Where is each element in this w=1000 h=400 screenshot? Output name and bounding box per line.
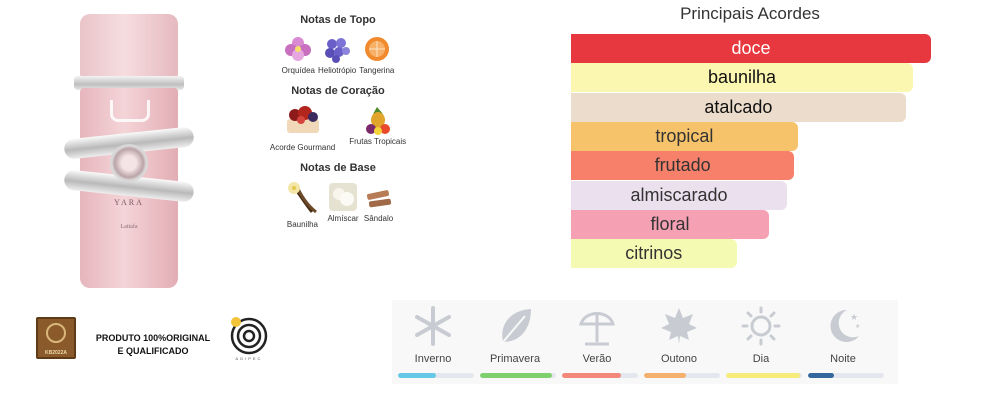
tropical-fruits-icon — [365, 107, 390, 135]
orchid-icon — [285, 37, 312, 61]
seal-code: KB2022A — [45, 350, 67, 356]
season-label: Inverno — [414, 353, 452, 365]
note-item[interactable]: Sândalo — [364, 178, 394, 229]
heliotrope-icon — [325, 38, 351, 63]
accords-title: Principais Acordes — [680, 4, 820, 23]
musk-icon — [329, 183, 357, 211]
accord-bar-tropical: tropical — [571, 121, 798, 151]
vanilla-icon — [288, 182, 318, 214]
season-level-bar — [808, 373, 834, 378]
notes-pyramid: Notas de Topo Orquídea Heliotrópio — [258, 10, 418, 235]
season-level-bar — [562, 373, 622, 378]
season-item-primavera: Primavera — [474, 300, 556, 384]
note-label: Acorde Gourmand — [269, 143, 336, 152]
accord-bar-almiscarado: almiscarado — [571, 180, 787, 210]
note-label: Tangerina — [359, 66, 395, 75]
note-item[interactable]: Tangerina — [359, 30, 394, 75]
season-label: Noite — [830, 353, 856, 365]
bottle-medallion — [110, 144, 148, 182]
season-level-track — [808, 373, 884, 378]
bottle-brand-text: YARA — [114, 198, 144, 207]
season-level-track — [562, 373, 638, 378]
certification-line-2: E QUALIFICADO — [117, 346, 189, 356]
svg-text:★: ★ — [855, 323, 860, 330]
note-item[interactable]: Almíscar — [327, 178, 359, 229]
adipec-logo-icon — [230, 317, 268, 355]
adipec-logo-text: ADIPEC — [235, 356, 263, 361]
svg-text:★: ★ — [850, 313, 858, 323]
accord-label: tropical — [655, 125, 714, 146]
note-item[interactable]: Frutas Tropicais — [349, 101, 406, 152]
note-label: Orquídea — [281, 66, 315, 75]
season-label: Outono — [660, 353, 698, 365]
accord-label: almiscarado — [630, 184, 728, 205]
sun-icon — [741, 306, 781, 346]
top-notes-section: Notas de Topo Orquídea Heliotrópio — [258, 10, 418, 75]
accord-label: frutado — [654, 155, 711, 176]
season-level-track — [480, 373, 556, 378]
umbrella-icon — [579, 312, 615, 346]
season-level-track — [726, 373, 802, 378]
season-item-outono: Outono — [638, 300, 720, 384]
top-notes-title: Notas de Topo — [300, 14, 376, 26]
accord-bar-floral: floral — [571, 209, 769, 239]
season-level-bar — [726, 373, 801, 378]
season-level-track — [644, 373, 720, 378]
note-item[interactable]: Orquídea — [282, 30, 315, 75]
season-level-bar — [480, 373, 553, 378]
note-label: Sândalo — [363, 214, 394, 223]
accord-label: floral — [650, 213, 690, 234]
note-label: Almíscar — [327, 214, 359, 223]
note-label: Heliotrópio — [317, 66, 357, 75]
certification-line-1: PRODUTO 100%ORIGINAL — [95, 333, 211, 343]
heart-notes-title: Notas de Coração — [291, 85, 385, 97]
heart-notes-section: Notas de Coração Acorde Gourmand Frutas … — [258, 81, 418, 152]
note-item[interactable]: Heliotrópio — [318, 30, 356, 75]
season-level-bar — [644, 373, 686, 378]
note-item[interactable]: Acorde Gourmand — [270, 101, 335, 152]
season-item-inverno: Inverno — [392, 300, 474, 384]
base-notes-title: Notas de Base — [300, 162, 376, 174]
accord-label: baunilha — [707, 67, 777, 88]
bottle-logo-icon — [110, 100, 150, 122]
season-label: Primavera — [489, 353, 541, 365]
season-item-dia: Dia — [720, 300, 802, 384]
accord-label: atalcado — [704, 96, 773, 117]
snowflake-icon — [415, 306, 451, 346]
note-label: Baunilha — [286, 220, 318, 229]
maple-leaf-icon — [661, 308, 697, 344]
main-accords-panel: Principais Acordes doce baunilha atalcado t… — [560, 0, 975, 300]
accord-bar-frutado: frutado — [571, 151, 795, 181]
gourmand-cake-icon — [286, 106, 319, 133]
base-notes-section: Notas de Base Baunilha Almíscar — [258, 158, 418, 229]
note-item[interactable]: Baunilha — [282, 178, 322, 229]
season-level-track — [398, 373, 474, 378]
accord-bar-doce: doce — [571, 34, 931, 63]
accord-bar-citrinos: citrinos — [571, 239, 737, 269]
bottle-cap — [80, 14, 178, 78]
certification-text: PRODUTO 100%ORIGINAL E QUALIFICADO — [86, 332, 220, 358]
season-usage-panel: Inverno Primavera Verão Outono — [392, 300, 898, 384]
season-item-noite: ★ ★ Noite — [802, 300, 884, 384]
season-item-verao: Verão — [556, 300, 638, 384]
note-label: Frutas Tropicais — [349, 137, 407, 146]
accord-bar-baunilha: baunilha — [571, 63, 913, 93]
accord-label: doce — [731, 38, 771, 58]
leaf-icon — [502, 309, 531, 343]
accord-label: citrinos — [625, 243, 683, 264]
tangerine-icon — [364, 37, 389, 61]
season-label: Verão — [582, 353, 612, 365]
bottle-collar — [74, 76, 184, 90]
season-level-bar — [398, 373, 436, 378]
sandalwood-icon — [366, 190, 391, 208]
bottle-maker-text: Lattafa — [120, 224, 138, 230]
season-label: Dia — [752, 353, 770, 365]
authenticity-seal-icon: KB2022A — [36, 317, 76, 359]
moon-icon: ★ ★ — [830, 309, 860, 342]
accord-bar-atalcado: atalcado — [571, 92, 906, 122]
perfume-bottle-image: YARA Lattafa — [60, 8, 200, 293]
